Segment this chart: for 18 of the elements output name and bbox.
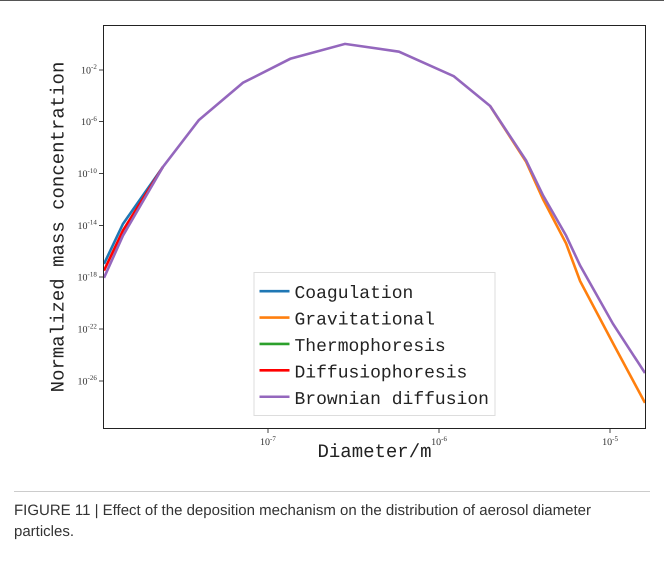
y-tick-label: 10$^{-2}$ [81,63,98,76]
y-tick-label: 10$^{-18}$ [78,270,98,284]
legend-label: Brownian diffusion [294,390,489,410]
x-tick-label: 10$^{-7}$ [260,434,276,448]
y-tick-label: 10$^{-6}$ [81,114,98,128]
x-tick-label: 10$^{-6}$ [431,434,448,448]
y-tick-label: 10$^{-10}$ [78,166,98,180]
x-tick-label: 10$^{-5}$ [602,434,618,448]
caption: FIGURE 11 | Effect of the deposition mechanism on the distribution of aerosol diameter particles. [14,501,592,542]
x-axis-title: Diameter/m [317,441,432,463]
y-axis-title: Normalized mass concentration [47,62,70,392]
legend-label: Coagulation [294,284,414,304]
y-tick-label: 10$^{-14}$ [78,218,98,232]
legend-label: Gravitational [294,310,435,331]
legend-label: Thermophoresis [294,336,446,357]
y-tick-label: 10$^{-22}$ [78,322,98,336]
y-tick-label: 10$^{-26}$ [78,374,98,388]
legend-label: Diffusiophoresis [294,363,468,384]
